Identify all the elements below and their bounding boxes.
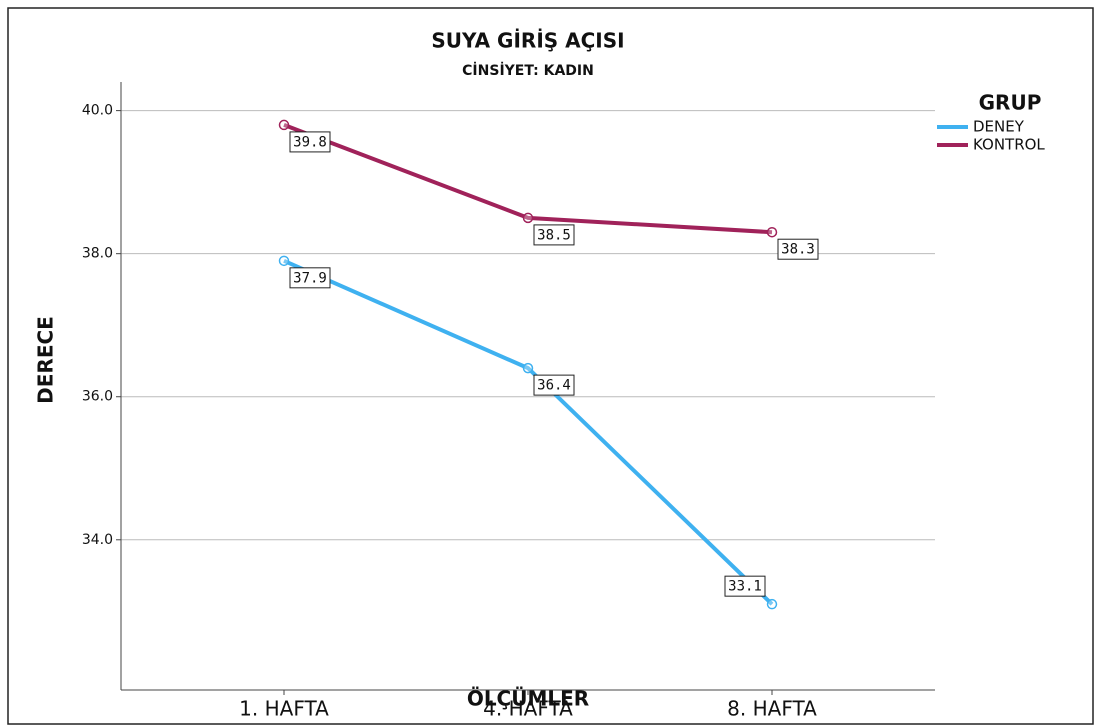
x-tick-label: 8. HAFTA bbox=[727, 697, 817, 721]
y-tick-label: 40.0 bbox=[82, 103, 113, 119]
legend-label: DENEY bbox=[973, 118, 1025, 136]
y-tick-label: 38.0 bbox=[82, 246, 113, 262]
legend-label: KONTROL bbox=[973, 136, 1045, 154]
series-line bbox=[283, 123, 773, 235]
value-label-box bbox=[289, 131, 331, 153]
value-label: 38.3 bbox=[781, 242, 815, 258]
value-label: 33.1 bbox=[728, 579, 762, 595]
value-label: 38.5 bbox=[537, 227, 571, 243]
value-label-box bbox=[724, 575, 766, 597]
point bbox=[766, 598, 778, 610]
point bbox=[766, 226, 778, 238]
value-label: 37.9 bbox=[293, 270, 327, 286]
value-label-box bbox=[533, 374, 575, 396]
point bbox=[278, 119, 290, 131]
series-line bbox=[283, 258, 774, 606]
point bbox=[522, 212, 534, 224]
value-label: 36.4 bbox=[537, 378, 571, 394]
point bbox=[278, 255, 290, 267]
value-label-box bbox=[777, 238, 819, 260]
value-label-box bbox=[289, 267, 331, 289]
chart-title: SUYA GİRİŞ AÇISI bbox=[431, 29, 624, 53]
frame bbox=[7, 7, 1094, 725]
y-tick-label: 36.0 bbox=[82, 389, 113, 405]
value-label: 39.8 bbox=[293, 134, 327, 150]
x-tick-label: 4. HAFTA bbox=[483, 697, 573, 721]
point bbox=[522, 362, 534, 374]
y-tick-label: 34.0 bbox=[82, 532, 113, 548]
legend-title: GRUP bbox=[979, 91, 1042, 115]
y-axis-label: DERECE bbox=[34, 316, 58, 404]
value-label-box bbox=[533, 224, 575, 246]
x-tick-label: 1. HAFTA bbox=[239, 697, 329, 721]
chart-subtitle: CİNSİYET: KADIN bbox=[462, 62, 594, 79]
